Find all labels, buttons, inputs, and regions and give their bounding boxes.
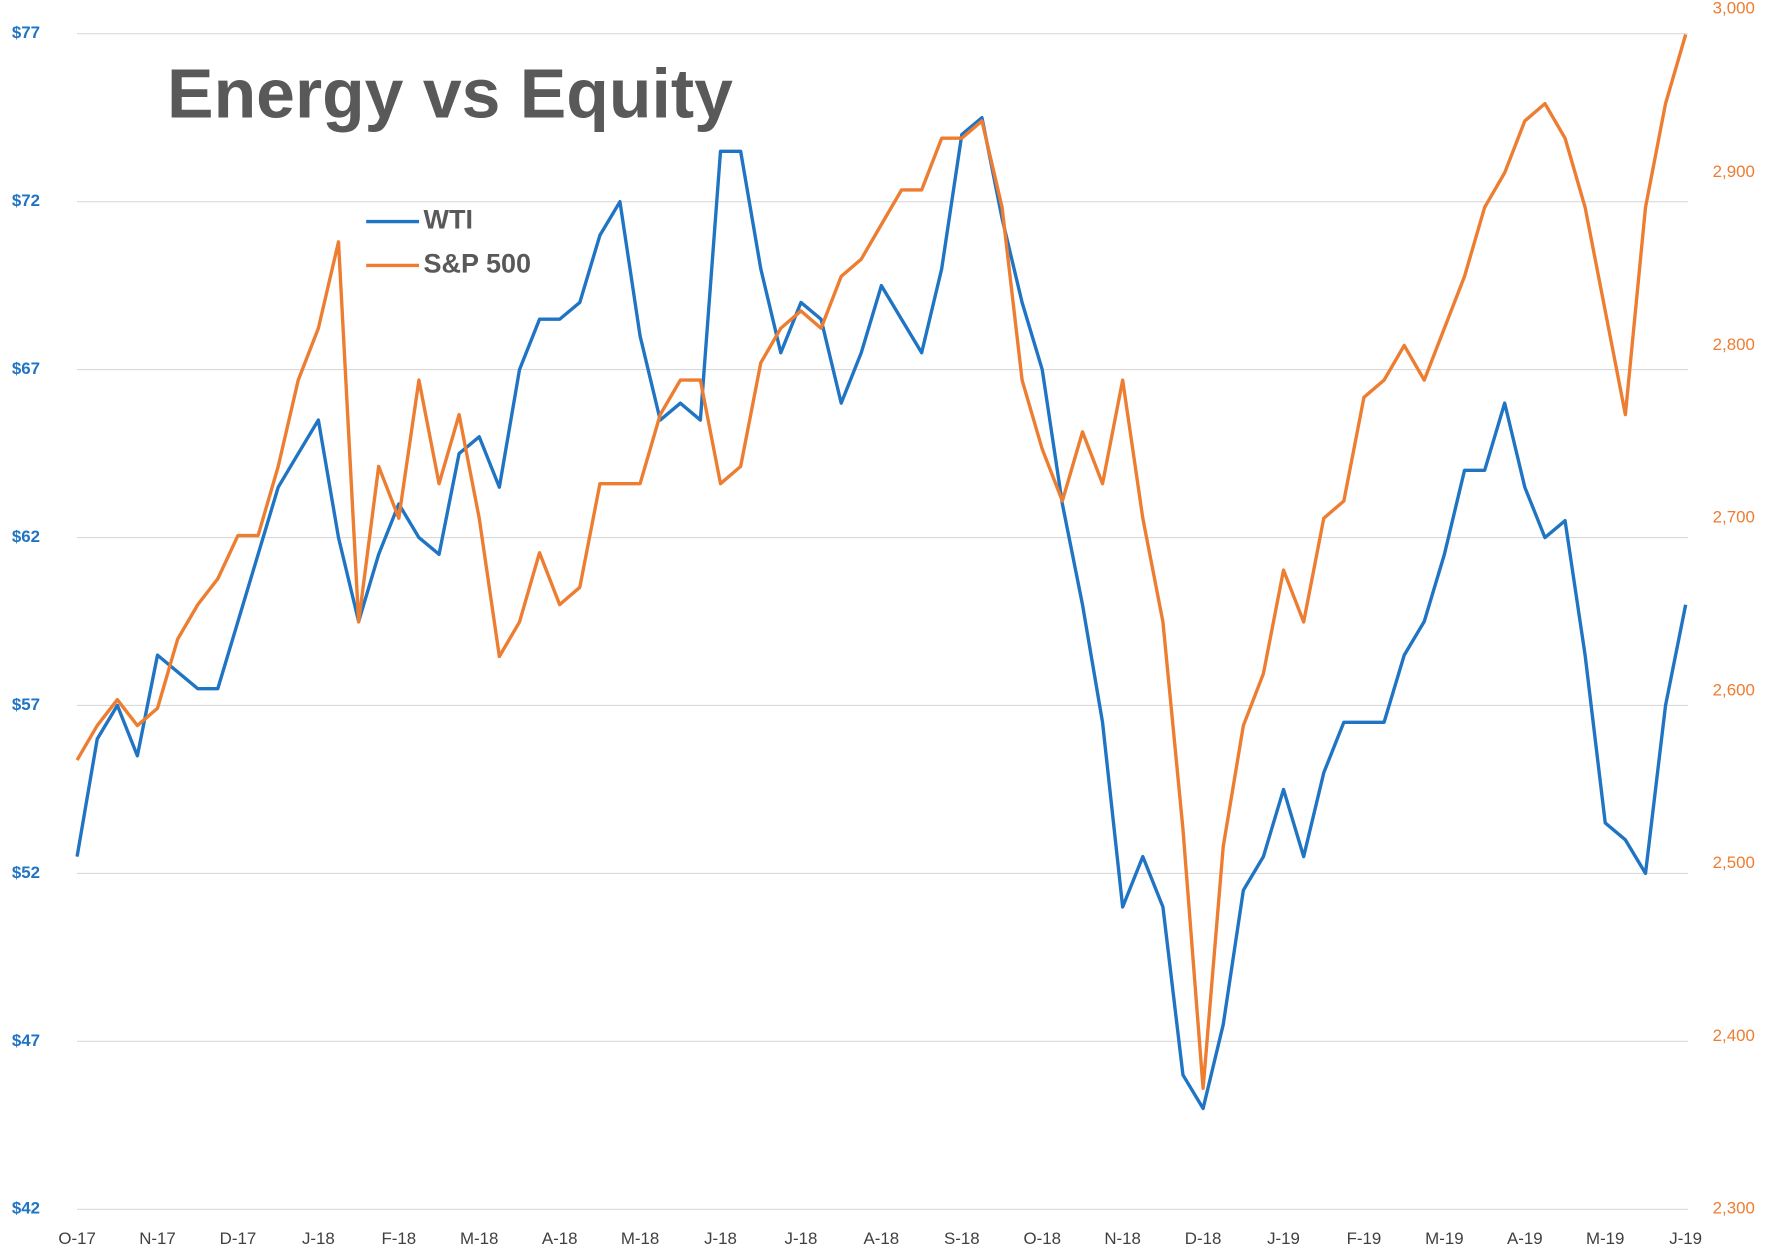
y-tick-label: $57 <box>12 695 40 714</box>
legend-label: S&P 500 <box>424 249 532 279</box>
x-tick-label: S-18 <box>944 1229 980 1248</box>
y2-tick-label: 2,800 <box>1713 335 1755 354</box>
x-tick-label: N-18 <box>1104 1229 1141 1248</box>
y-tick-label: $72 <box>12 191 40 210</box>
y-tick-label: $52 <box>12 863 40 882</box>
x-tick-label: O-18 <box>1023 1229 1060 1248</box>
y-tick-label: $77 <box>12 23 40 42</box>
y-tick-label: $67 <box>12 359 40 378</box>
x-tick-label: J-18 <box>785 1229 818 1248</box>
x-tick-label: A-19 <box>1507 1229 1543 1248</box>
x-tick-label: N-17 <box>139 1229 176 1248</box>
y2-tick-label: 2,700 <box>1713 508 1755 527</box>
y-tick-label: $47 <box>12 1031 40 1050</box>
x-tick-label: J-18 <box>704 1229 737 1248</box>
x-tick-label: J-19 <box>1267 1229 1300 1248</box>
x-tick-label: D-18 <box>1185 1229 1222 1248</box>
y2-tick-label: 2,900 <box>1713 162 1755 181</box>
series-line <box>75 34 1688 1091</box>
x-tick-label: A-18 <box>864 1229 900 1248</box>
series-line <box>75 115 1688 1111</box>
y2-tick-label: 3,000 <box>1713 0 1755 17</box>
x-tick-label: A-18 <box>542 1229 578 1248</box>
y2-tick-label: 2,300 <box>1713 1199 1755 1218</box>
x-tick-label: J-19 <box>1669 1229 1702 1248</box>
x-tick-label: M-18 <box>460 1229 498 1248</box>
x-tick-label: J-18 <box>302 1229 335 1248</box>
y-tick-label: $62 <box>12 527 40 546</box>
y2-tick-label: 2,400 <box>1713 1026 1755 1045</box>
y-tick-label: $42 <box>12 1199 40 1218</box>
y2-tick-label: 2,500 <box>1713 853 1755 872</box>
x-tick-label: M-19 <box>1425 1229 1463 1248</box>
chart-title: Energy vs Equity <box>167 54 733 132</box>
y2-tick-label: 2,600 <box>1713 680 1755 699</box>
x-tick-label: F-18 <box>381 1229 416 1248</box>
x-tick-label: M-19 <box>1586 1229 1624 1248</box>
x-tick-label: D-17 <box>220 1229 257 1248</box>
plot <box>75 34 1688 1111</box>
grid <box>77 33 1688 1210</box>
x-tick-label: F-19 <box>1347 1229 1382 1248</box>
x-tick-label: M-18 <box>621 1229 659 1248</box>
x-tick-label: O-17 <box>58 1229 95 1248</box>
legend-label: WTI <box>424 205 473 235</box>
